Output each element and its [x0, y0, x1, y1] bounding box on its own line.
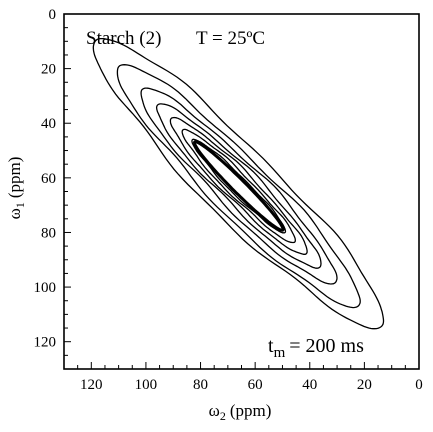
mixing-time-symbol: t	[268, 335, 274, 357]
contour-level-4	[155, 103, 322, 269]
y-tick-label: 40	[41, 116, 56, 132]
mixing-time-value: = 200 ms	[289, 335, 364, 357]
y-tick-label: 100	[34, 280, 57, 296]
x-tick-label: 80	[193, 377, 208, 393]
x-tick-label: 60	[248, 377, 263, 393]
y-axis-ticks: 0 20 40 60 80 100 120	[34, 7, 71, 370]
contour-level-1	[92, 37, 385, 330]
x-tick-label: 100	[135, 377, 158, 393]
plot-frame	[63, 13, 420, 370]
contour-level-2	[116, 64, 361, 309]
y-axis-title: ω1(ppm)	[5, 157, 27, 220]
contour-core	[192, 140, 285, 232]
contour-level-7	[191, 138, 287, 234]
y-tick-label: 20	[41, 62, 56, 78]
temperature-label: T = 25ºC	[196, 28, 265, 49]
y-tick-label: 120	[34, 335, 57, 351]
mixing-time-subscript: m	[274, 345, 286, 361]
contour-lines	[92, 37, 385, 330]
x-tick-label: 120	[80, 377, 103, 393]
x-tick-label: 0	[415, 377, 423, 393]
y-tick-label: 80	[41, 225, 56, 241]
y-tick-label: 60	[41, 171, 56, 187]
sample-title: Starch (2)	[86, 28, 161, 49]
x-tick-label: 40	[302, 377, 317, 393]
x-axis-title: ω2 (ppm)	[209, 401, 272, 423]
y-tick-label: 0	[49, 7, 57, 23]
mixing-time-label: tm = 200 ms	[268, 335, 364, 361]
x-tick-label: 20	[357, 377, 372, 393]
contour-level-5	[169, 116, 308, 255]
contour-level-6	[181, 128, 296, 244]
x-axis-ticks: 120 100 80 60 40 20 0	[63, 362, 423, 393]
contour-level-3	[140, 87, 338, 285]
